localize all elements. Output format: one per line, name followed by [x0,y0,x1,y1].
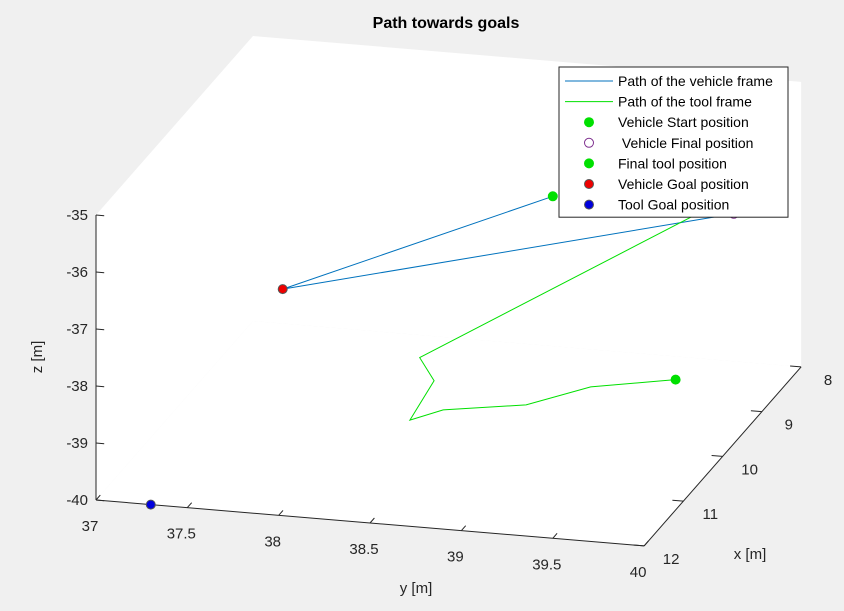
z-axis-label: z [m] [29,341,46,374]
x-tick-mark [750,410,762,413]
z-tick-mark [95,214,105,217]
tool-goal-position-marker [145,499,156,510]
legend-entry: Vehicle Goal position [618,176,749,192]
chart-title: Path towards goals [373,15,520,32]
x-tick-mark [711,455,723,457]
x-tick-label: 12 [663,551,680,568]
z-tick-label: -36 [66,264,88,281]
z-tick-mark [95,328,105,331]
y-tick-label: 39 [447,549,464,566]
y-tick-label: 40 [630,564,647,581]
legend-swatch-final-tool-position [584,158,594,169]
x-tick-label: 10 [741,461,758,478]
y-tick-label: 37 [82,518,99,535]
axes-floor [96,321,802,546]
y-tick-mark [95,494,101,501]
z-tick-label: -35 [66,207,88,224]
legend-entry: Vehicle Start position [618,114,749,130]
y-tick-label: 39.5 [532,556,561,573]
z-tick-label: -38 [66,378,88,395]
x-tick-mark [790,365,802,368]
z-tick-label: -40 [66,492,88,509]
legend-entry: Vehicle Final position [618,135,753,151]
y-tick-mark [369,517,375,524]
legend-entry: Path of the tool frame [618,94,752,110]
x-tick-label: 9 [785,417,793,434]
y-tick-mark [643,540,649,547]
y-tick-label: 38 [264,533,281,550]
vehicle-goal-position-marker [277,284,288,295]
path-of-the-tool-frame-line [408,187,748,421]
legend-swatch-tool-goal-position [584,199,594,210]
z-tick-mark [95,385,105,388]
x-tick-mark [633,544,645,547]
legend-swatch-vehicle-goal-position [584,179,594,189]
z-tick-mark [95,271,105,274]
final-tool-position-marker [670,374,681,385]
legend-box [558,66,789,218]
vehicle-start-position-marker [547,191,558,202]
axes-back-wall-left [96,36,253,500]
legend: Path of the vehicle frame Path of the too… [558,66,789,218]
y-tick-mark [461,525,467,531]
y-tick-label: 38.5 [349,541,378,558]
x-axis-label: x [m] [734,546,767,563]
z-tick-label: -39 [66,435,88,452]
y-tick-mark [278,510,284,516]
y-tick-mark [186,502,193,508]
y-axis-label: y [m] [400,580,433,597]
x-axis-line [643,366,802,547]
legend-entry: Final tool position [618,155,727,171]
z-tick-label: -37 [66,321,88,338]
legend-entry: Path of the vehicle frame [618,73,773,89]
z-tick-mark [95,499,105,502]
z-tick-mark [95,442,105,445]
y-tick-mark [552,532,558,539]
legend-swatch-vehicle-start-position [584,117,594,128]
legend-swatch-vehicle-final-position [584,137,594,148]
x-tick-mark [672,499,684,502]
x-tick-label: 8 [824,372,832,389]
legend-entry: Tool Goal position [618,197,729,213]
x-tick-label: 11 [703,506,719,523]
y-tick-label: 37.5 [167,526,196,543]
